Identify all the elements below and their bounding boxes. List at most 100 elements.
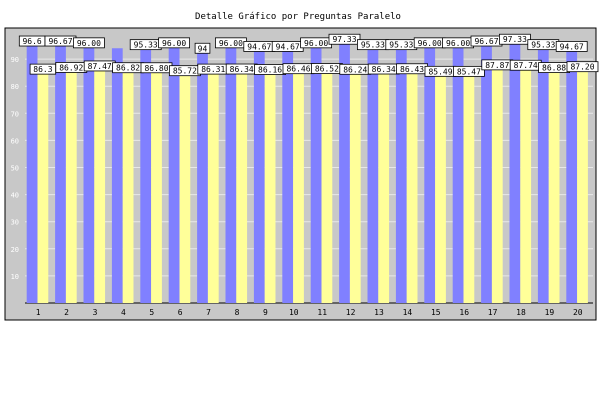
data-label-series-1: 96.00 [446,39,470,48]
x-tick-label: 4 [121,308,126,317]
bar-series-1 [225,42,237,304]
bar-series-2 [179,70,191,304]
data-label-box-series-1 [73,37,105,49]
y-tick-label: 40 [11,192,19,200]
bar-series-1 [310,42,322,304]
bar-series-1 [566,46,578,303]
data-label-series-2: 86.46 [286,65,310,74]
bar-series-1 [481,41,492,304]
x-tick-label: 3 [93,308,98,317]
data-label-series-2: 87.87 [485,61,509,70]
data-label-series-2: 87.20 [570,63,594,72]
bar-series-2 [435,71,446,303]
data-label-series-2: 86.43 [400,65,424,74]
y-tick-label: 70 [11,110,19,118]
y-tick-label: 50 [11,165,19,173]
y-tick-label: 60 [11,137,19,145]
x-tick-label: 15 [431,308,441,317]
data-label-series-1: 94.67 [276,42,300,51]
data-label-series-1: 95.33 [389,41,413,50]
bar-series-1 [282,46,294,303]
bar-series-1 [140,44,152,303]
data-label-series-1: 96.67 [474,37,498,46]
data-label-series-1: 96.00 [77,39,101,48]
bar-series-1 [424,42,436,304]
bar-series-1 [111,48,123,304]
bar-series-2 [236,69,248,303]
data-label-series-2: 86.80 [144,64,168,73]
bar-series-2 [293,68,304,304]
data-label-series-1: 94.67 [560,42,584,51]
bar-series-1 [168,42,180,304]
data-label-series-1: 95.33 [531,41,555,50]
data-label-series-2: 86.52 [315,65,339,74]
x-tick-label: 20 [573,308,583,317]
bar-series-2 [151,67,162,303]
data-label-series-1: 94 [198,44,208,53]
y-tick-label: 20 [11,246,19,254]
bar-series-2 [37,69,49,303]
bar-series-1 [26,41,38,304]
x-tick-label: 19 [545,308,555,317]
data-label-box-series-1 [194,42,211,54]
data-label-series-2: 86.34 [372,65,396,74]
bar-series-2 [491,64,503,303]
bar-series-2 [94,65,106,303]
data-label-series-1: 96.00 [219,39,243,48]
bar-series-2 [207,69,219,303]
data-label-series-1: 97.33 [503,35,527,44]
x-tick-label: 11 [317,308,327,317]
bar-series-2 [321,68,333,304]
data-label-series-2: 85.47 [457,67,481,76]
data-label-series-2: 86.82 [116,64,140,73]
data-label-series-1: 96.00 [418,39,442,48]
data-label-series-1: 96.67 [48,37,72,46]
data-label-series-1: 96.00 [304,39,328,48]
x-tick-label: 7 [206,308,211,317]
data-label-series-2: 87.47 [88,62,112,71]
data-label-series-2: 86.16 [258,66,282,75]
x-tick-label: 13 [374,308,384,317]
x-tick-label: 1 [36,308,41,317]
data-label-series-1: 96.6 [22,37,41,46]
data-label-series-2: 85.49 [428,67,452,76]
data-label-box-series-1 [498,33,531,45]
x-tick-label: 6 [178,308,183,317]
data-label-series-2: 87.74 [514,61,538,70]
bar-series-2 [264,69,276,303]
bar-series-1 [197,48,208,304]
bar-series-1 [367,44,379,303]
bar-series-2 [463,71,475,303]
data-label-series-2: 86.88 [542,64,566,73]
bar-series-1 [537,44,549,303]
bar-series-1 [253,46,265,303]
x-tick-label: 14 [403,308,413,317]
data-label-series-2: 86.3 [33,65,52,74]
bar-series-2 [520,65,532,303]
data-label-series-2: 86.34 [230,65,254,74]
x-tick-label: 12 [346,308,356,317]
bar-series-2 [122,67,134,303]
x-tick-label: 9 [263,308,268,317]
y-tick-label: 30 [11,219,19,227]
bar-series-1 [83,42,95,304]
bar-series-2 [378,69,390,303]
data-label-series-1: 94.67 [247,42,271,51]
x-tick-label: 17 [488,308,498,317]
bar-series-2 [548,67,560,303]
data-label-series-1: 95.33 [361,41,385,50]
data-label-series-2: 86.92 [59,63,83,72]
data-label-series-1: 95.33 [134,41,158,50]
y-tick-label: 90 [11,56,19,64]
bar-series-1 [509,39,521,304]
x-tick-label: 8 [235,308,240,317]
x-tick-label: 10 [289,308,299,317]
x-tick-label: 18 [516,308,526,317]
x-tick-label: 2 [64,308,69,317]
x-tick-label: 5 [149,308,154,317]
data-label-box-series-2 [566,61,599,73]
data-label-series-2: 86.24 [343,65,367,74]
bar-series-2 [406,68,418,304]
